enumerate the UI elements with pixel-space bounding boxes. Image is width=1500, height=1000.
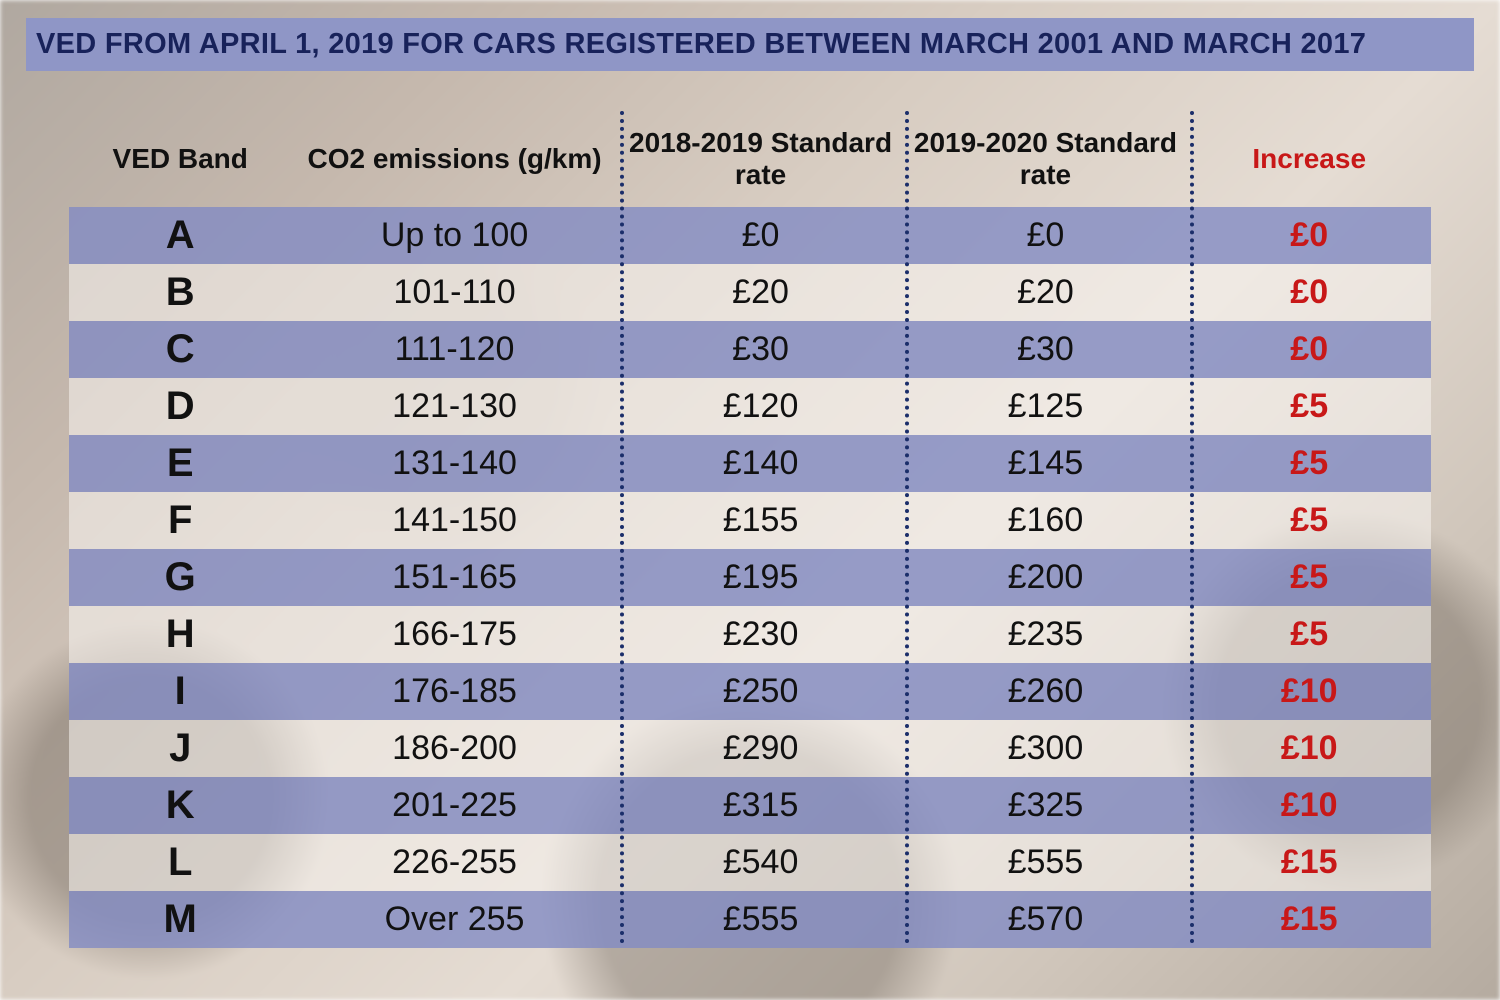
- cell-increase: £0: [1188, 216, 1431, 255]
- cell-co2: 131-140: [291, 444, 618, 483]
- col-header-band: VED Band: [69, 143, 291, 175]
- table-row: MOver 255£555£570£15: [69, 891, 1430, 948]
- cell-rate19: £325: [903, 786, 1188, 825]
- table-row: G151-165£195£200£5: [69, 549, 1430, 606]
- infographic-container: VED FROM APRIL 1, 2019 FOR CARS REGISTER…: [0, 0, 1500, 1000]
- cell-rate18: £290: [618, 729, 903, 768]
- col-header-rate19: 2019-2020 Standard rate: [903, 127, 1188, 191]
- cell-rate18: £315: [618, 786, 903, 825]
- cell-rate18: £230: [618, 615, 903, 654]
- table-row: J186-200£290£300£10: [69, 720, 1430, 777]
- cell-rate18: £0: [618, 216, 903, 255]
- cell-rate18: £540: [618, 843, 903, 882]
- table-row: L226-255£540£555£15: [69, 834, 1430, 891]
- cell-band: A: [69, 213, 291, 258]
- table-header-row: VED Band CO2 emissions (g/km) 2018-2019 …: [69, 111, 1430, 207]
- cell-band: I: [69, 669, 291, 714]
- cell-rate19: £300: [903, 729, 1188, 768]
- cell-increase: £5: [1188, 558, 1431, 597]
- column-separator: [905, 111, 909, 944]
- cell-increase: £5: [1188, 501, 1431, 540]
- cell-rate18: £555: [618, 900, 903, 939]
- cell-rate18: £195: [618, 558, 903, 597]
- cell-rate19: £0: [903, 216, 1188, 255]
- cell-co2: 111-120: [291, 330, 618, 369]
- cell-co2: 121-130: [291, 387, 618, 426]
- table-row: H166-175£230£235£5: [69, 606, 1430, 663]
- table-row: C111-120£30£30£0: [69, 321, 1430, 378]
- cell-band: G: [69, 555, 291, 600]
- col-header-rate18: 2018-2019 Standard rate: [618, 127, 903, 191]
- column-separator: [620, 111, 624, 944]
- cell-band: L: [69, 840, 291, 885]
- cell-rate19: £160: [903, 501, 1188, 540]
- cell-rate18: £140: [618, 444, 903, 483]
- table-row: E131-140£140£145£5: [69, 435, 1430, 492]
- cell-co2: 186-200: [291, 729, 618, 768]
- cell-increase: £0: [1188, 330, 1431, 369]
- table-row: K201-225£315£325£10: [69, 777, 1430, 834]
- cell-rate19: £145: [903, 444, 1188, 483]
- cell-increase: £10: [1188, 729, 1431, 768]
- cell-band: D: [69, 384, 291, 429]
- cell-increase: £10: [1188, 672, 1431, 711]
- cell-increase: £5: [1188, 444, 1431, 483]
- col-header-co2: CO2 emissions (g/km): [291, 143, 618, 175]
- cell-rate18: £120: [618, 387, 903, 426]
- ved-table: VED Band CO2 emissions (g/km) 2018-2019 …: [69, 111, 1430, 948]
- cell-rate19: £570: [903, 900, 1188, 939]
- title-bar: VED FROM APRIL 1, 2019 FOR CARS REGISTER…: [26, 18, 1474, 71]
- cell-co2: 151-165: [291, 558, 618, 597]
- cell-band: K: [69, 783, 291, 828]
- cell-co2: 176-185: [291, 672, 618, 711]
- table-row: D121-130£120£125£5: [69, 378, 1430, 435]
- cell-rate18: £250: [618, 672, 903, 711]
- cell-rate19: £260: [903, 672, 1188, 711]
- cell-increase: £5: [1188, 615, 1431, 654]
- cell-rate18: £155: [618, 501, 903, 540]
- cell-co2: 141-150: [291, 501, 618, 540]
- col-header-increase: Increase: [1188, 143, 1431, 175]
- cell-co2: 201-225: [291, 786, 618, 825]
- table-row: B101-110£20£20£0: [69, 264, 1430, 321]
- cell-co2: Up to 100: [291, 216, 618, 255]
- cell-co2: 101-110: [291, 273, 618, 312]
- cell-co2: 226-255: [291, 843, 618, 882]
- cell-band: E: [69, 441, 291, 486]
- cell-band: C: [69, 327, 291, 372]
- cell-band: H: [69, 612, 291, 657]
- cell-rate18: £20: [618, 273, 903, 312]
- cell-increase: £15: [1188, 843, 1431, 882]
- table-row: F141-150£155£160£5: [69, 492, 1430, 549]
- cell-rate19: £30: [903, 330, 1188, 369]
- title-text: VED FROM APRIL 1, 2019 FOR CARS REGISTER…: [36, 28, 1464, 61]
- cell-rate19: £125: [903, 387, 1188, 426]
- cell-co2: 166-175: [291, 615, 618, 654]
- table-row: I176-185£250£260£10: [69, 663, 1430, 720]
- table-row: AUp to 100£0£0£0: [69, 207, 1430, 264]
- cell-rate19: £20: [903, 273, 1188, 312]
- cell-increase: £10: [1188, 786, 1431, 825]
- cell-band: F: [69, 498, 291, 543]
- cell-rate19: £235: [903, 615, 1188, 654]
- column-separator: [1190, 111, 1194, 944]
- cell-band: B: [69, 270, 291, 315]
- cell-band: M: [69, 897, 291, 942]
- cell-band: J: [69, 726, 291, 771]
- cell-increase: £0: [1188, 273, 1431, 312]
- cell-rate19: £555: [903, 843, 1188, 882]
- cell-co2: Over 255: [291, 900, 618, 939]
- cell-rate19: £200: [903, 558, 1188, 597]
- cell-increase: £15: [1188, 900, 1431, 939]
- cell-increase: £5: [1188, 387, 1431, 426]
- cell-rate18: £30: [618, 330, 903, 369]
